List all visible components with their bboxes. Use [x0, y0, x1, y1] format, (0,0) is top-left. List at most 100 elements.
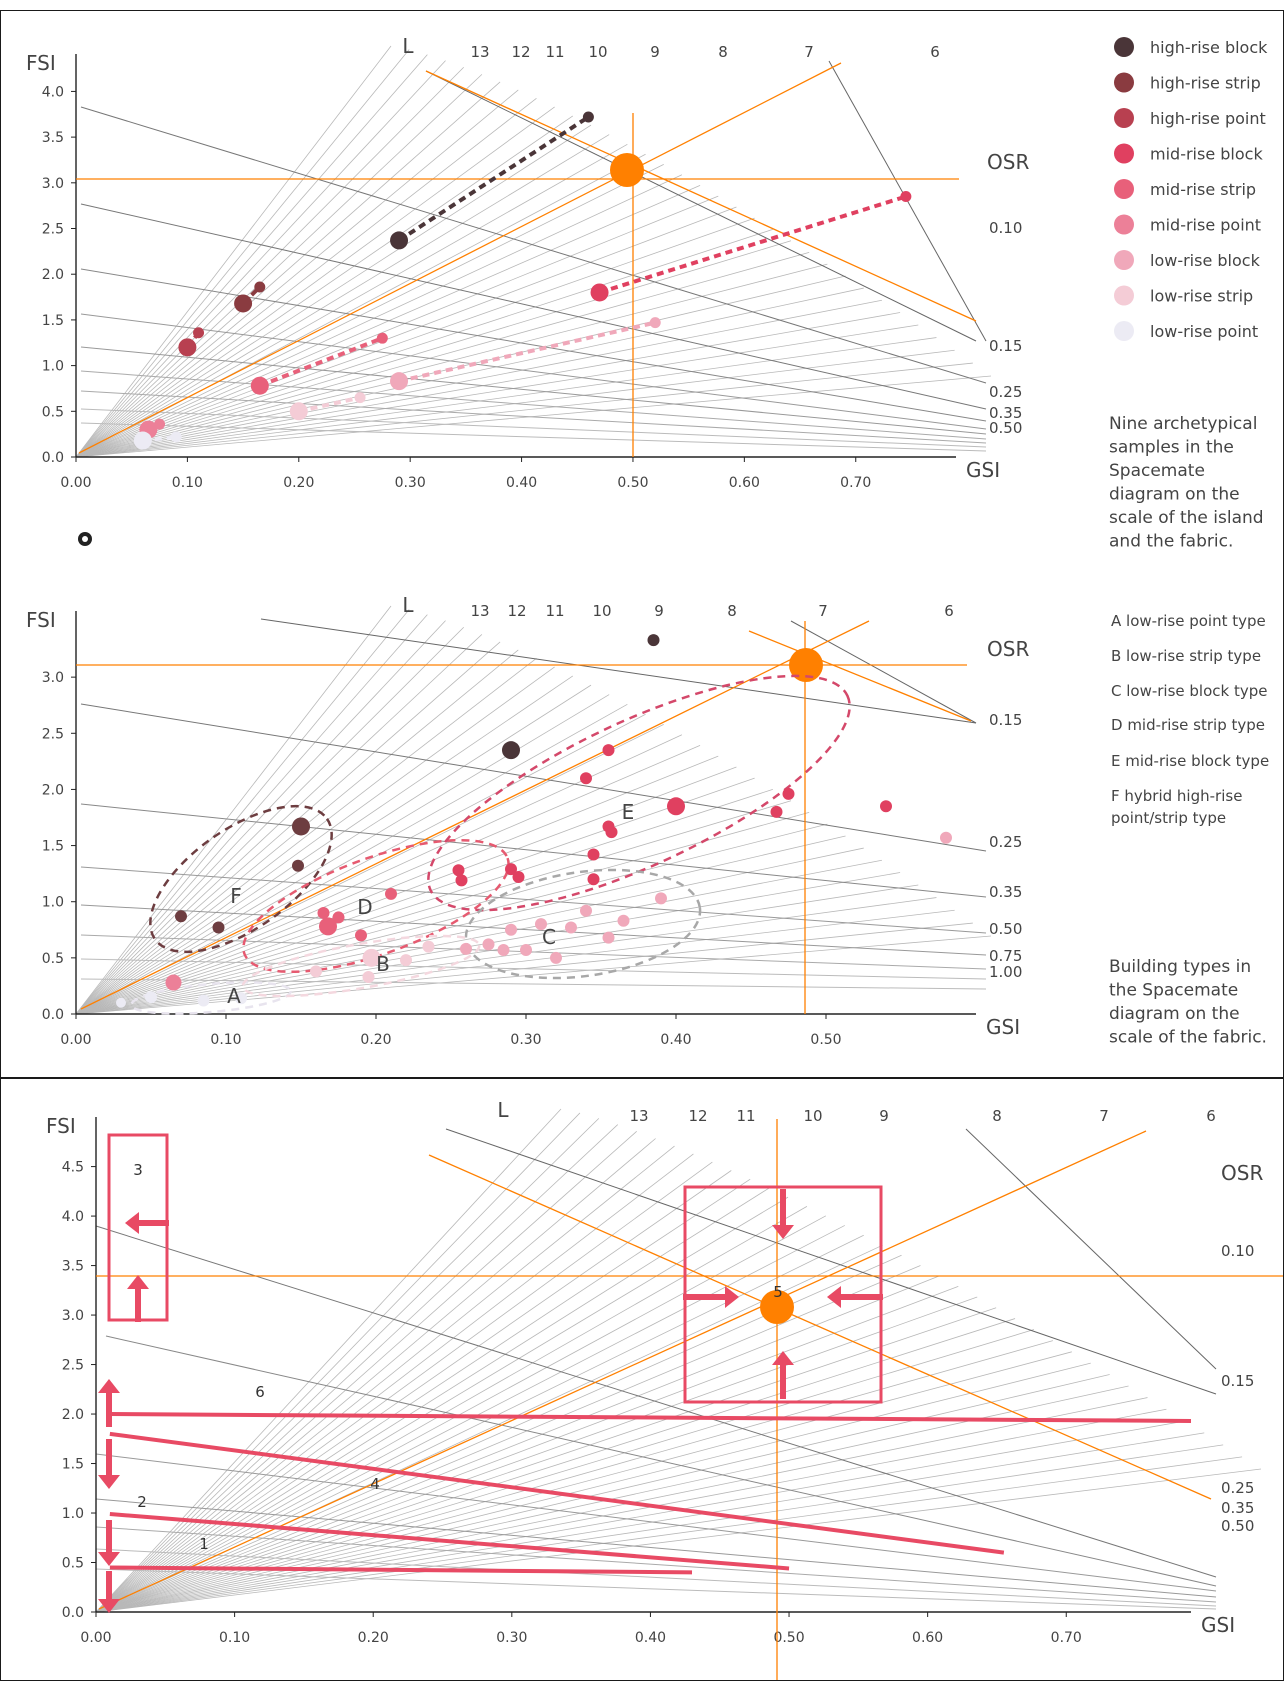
- osr-line: [80, 904, 987, 956]
- x-tick-label: 0.60: [912, 1630, 943, 1646]
- l-grid-line: [75, 909, 955, 1015]
- group-label: B: [376, 952, 390, 976]
- legend-label: low-rise strip: [1150, 287, 1253, 306]
- region-label: 6: [255, 1383, 265, 1401]
- arrow-head: [725, 1286, 739, 1308]
- osr-label: 0.75: [989, 947, 1022, 965]
- l-grid-line: [95, 1408, 1167, 1613]
- data-point: [116, 997, 126, 1008]
- transformation-line: [109, 1512, 790, 1571]
- y-tick-label: 0.5: [42, 951, 64, 967]
- y-tick-label: 3.0: [62, 1308, 84, 1324]
- legend-label: mid-rise point: [1150, 216, 1261, 235]
- note-line: scale of the fabric.: [1109, 1028, 1267, 1048]
- data-point: [362, 948, 381, 967]
- data-point-large: [289, 402, 308, 421]
- osr-line: [80, 958, 987, 980]
- x-tick-label: 0.00: [60, 1032, 91, 1048]
- grid-lines: [95, 1108, 1262, 1613]
- l-label: 9: [879, 1107, 889, 1125]
- osr-line: [260, 618, 977, 724]
- l-grid-line: [75, 49, 410, 458]
- l-grid-line: [75, 143, 628, 458]
- type-list-item: B low-rise strip type: [1111, 647, 1261, 665]
- type-list-item: C low-rise block type: [1111, 682, 1268, 700]
- l-grid-line: [95, 1329, 1035, 1613]
- l-grid-line: [75, 97, 537, 458]
- data-point: [550, 951, 562, 964]
- y-tick-label: 3.5: [42, 130, 64, 146]
- y-tick-label: 2.0: [42, 782, 64, 798]
- l-grid-line: [75, 605, 392, 1015]
- l-grid-line: [95, 1307, 997, 1613]
- l-grid-line: [75, 800, 792, 1015]
- osr-label: 0.50: [989, 419, 1022, 437]
- page-marker-icon: [78, 532, 92, 546]
- l-grid-line: [95, 1206, 808, 1613]
- l-grid-line: [95, 1215, 827, 1613]
- data-point: [605, 826, 618, 839]
- accent-diagonal-line: [425, 70, 977, 322]
- data-point: [512, 871, 525, 884]
- data-point: [535, 918, 547, 931]
- osr-label: 0.15: [989, 711, 1022, 729]
- data-point: [460, 942, 472, 955]
- note-line: Spacemate: [1109, 461, 1205, 481]
- x-tick-label: 0.00: [60, 475, 91, 491]
- note-line: diagram on the: [1109, 1004, 1240, 1024]
- arrow-head: [772, 1351, 794, 1365]
- x-tick-label: 0.10: [210, 1032, 241, 1048]
- group-outlines: [130, 674, 851, 1015]
- arrow-down-icon: [98, 1520, 120, 1566]
- y-tick-label: 2.5: [42, 726, 64, 742]
- data-point: [617, 914, 630, 927]
- l-grid-line: [95, 1265, 921, 1613]
- legend-label: high-rise strip: [1150, 74, 1261, 93]
- y-axis-label: FSI: [26, 51, 56, 75]
- y-tick-label: 0.0: [62, 1605, 84, 1621]
- region-label: 2: [137, 1493, 147, 1511]
- data-point: [455, 874, 468, 887]
- l-grid-line: [75, 724, 664, 1015]
- l-axis-title: L: [402, 34, 414, 58]
- l-label: 12: [507, 602, 526, 620]
- data-point-large: [250, 376, 269, 395]
- y-tick-label: 1.0: [62, 1506, 84, 1522]
- data-point-large: [178, 338, 197, 357]
- data-point: [212, 921, 225, 934]
- accent-crosshair: [96, 1119, 1283, 1680]
- osr-line: [95, 1526, 1217, 1603]
- osr-title: OSR: [1221, 1161, 1263, 1185]
- spacemate-panel-bottom: 0.00 0.10 0.20 0.30 0.40 0.50 0.60 0.70 0.0 0.5 1.…: [0, 1078, 1284, 1681]
- type-list-item: E mid-rise block type: [1111, 752, 1269, 770]
- accent-diagonal-line: [80, 620, 870, 1010]
- data-point: [505, 863, 517, 876]
- l-label: 11: [545, 43, 564, 61]
- l-grid-line: [95, 1118, 600, 1613]
- osr-line: [95, 1225, 1217, 1578]
- l-grid-line: [75, 217, 755, 458]
- y-tick-label: 2.5: [42, 222, 64, 238]
- data-point-small: [582, 111, 594, 123]
- x-axis-label: GSI: [986, 1015, 1020, 1039]
- x-tick-label: 0.40: [506, 475, 537, 491]
- arrow-head: [98, 1552, 120, 1566]
- arrow-right-icon: [683, 1286, 739, 1308]
- legend-swatch: [1114, 37, 1134, 57]
- legend-swatch: [1114, 108, 1134, 128]
- grid-lines: [75, 45, 992, 458]
- l-label: 11: [545, 602, 564, 620]
- data-point: [502, 741, 520, 760]
- l-grid-line: [95, 1468, 1262, 1613]
- l-label: 9: [650, 43, 660, 61]
- l-grid-line: [95, 1456, 1243, 1613]
- x-tick-label: 0.00: [80, 1630, 111, 1646]
- l-grid-line: [95, 1108, 562, 1613]
- group-a-outline: [130, 981, 292, 1015]
- l-grid-line: [95, 1170, 732, 1613]
- osr-line: [95, 1498, 1217, 1598]
- osr-line: [80, 803, 987, 898]
- l-grid-line: [75, 184, 701, 458]
- l-grid-line: [75, 134, 610, 458]
- legend-swatch: [1114, 214, 1134, 235]
